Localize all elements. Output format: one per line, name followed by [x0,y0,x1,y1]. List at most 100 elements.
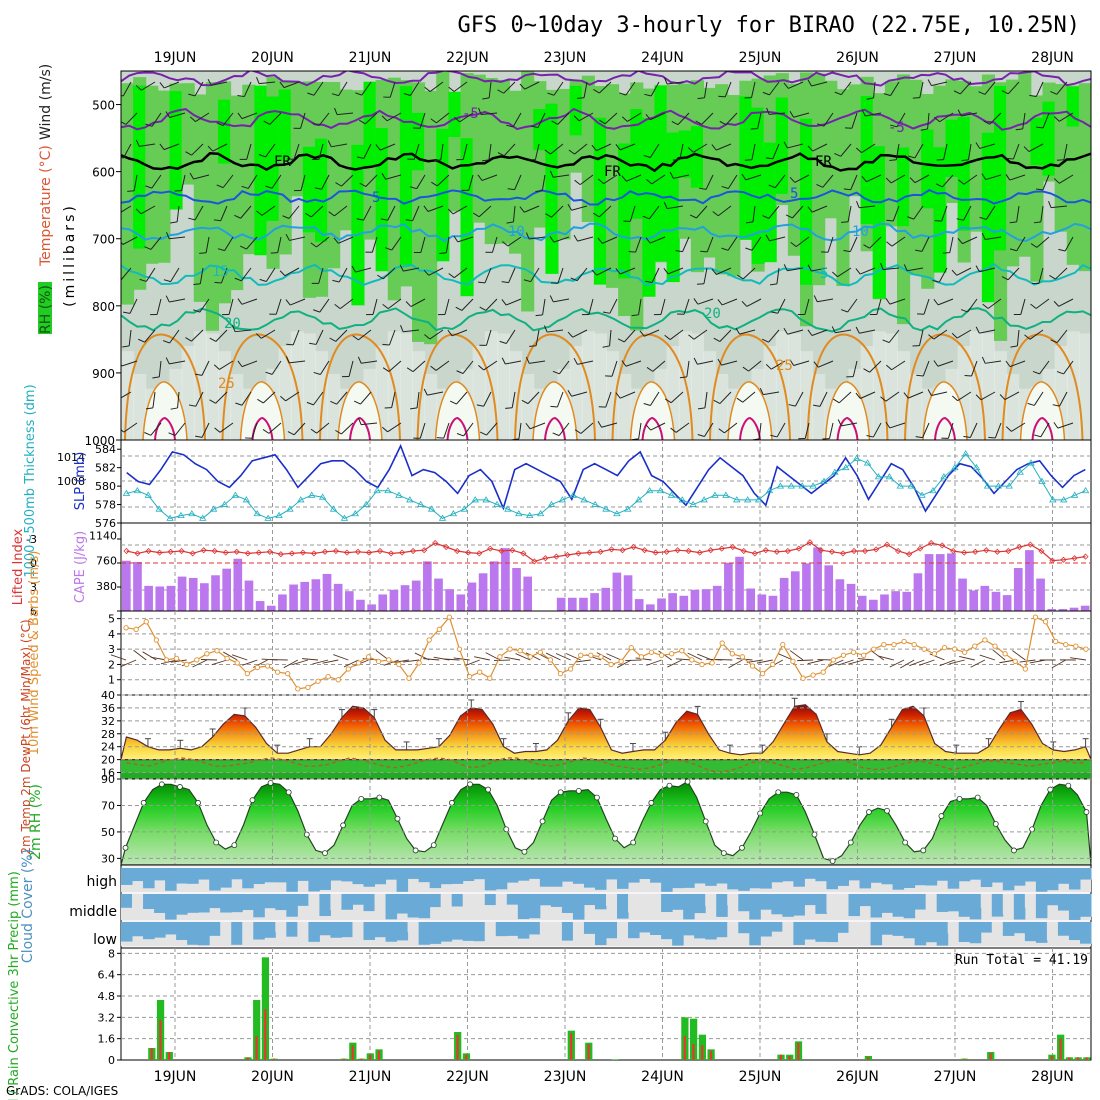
cloud-block [1046,868,1059,891]
slp-line [126,443,1086,513]
cloud-block [1057,868,1070,884]
wind-barb [939,112,954,123]
precip-tick: 3.2 [98,1011,116,1024]
wind-barb-flag [964,375,972,377]
wind-barb-flag [981,232,986,240]
wind10-point [244,670,250,677]
li-point [950,547,957,555]
wind-barb-flag [333,237,339,244]
wind-barb-flag [880,396,887,402]
wind-barb [962,236,978,245]
wind-barb [416,391,420,408]
wind10-barb [728,659,743,669]
wind-barb [865,112,882,117]
wind-barb [391,391,396,408]
wind-barb [318,112,330,126]
contour-30 [251,416,274,440]
wind-barb-flag [214,281,222,284]
cloud-row-label: low [93,932,117,948]
wind-barb [649,391,660,406]
wind-barb-flag [545,213,552,218]
wind10-point [1022,666,1028,672]
cloud-block [253,894,265,918]
contour-label: 5 [790,186,798,202]
wind10-point [466,674,473,680]
wind-barb-flag [920,128,928,131]
cloud-block [1079,922,1092,944]
cloud-block [583,894,596,906]
wind-barb [603,174,618,185]
date-label-bottom-21JUN: 21JUN [349,1069,392,1085]
thickness-point [1005,482,1013,489]
cape-bar [211,575,220,611]
rh-column [897,147,911,227]
cloud-block [925,894,938,919]
wind10-barb [474,656,490,661]
wind-barb [838,391,852,404]
wind-barb-flag [785,214,793,219]
wind10-barb [838,659,854,666]
li-point [1038,547,1045,555]
wind-barb [751,81,756,98]
li-point [1005,547,1012,555]
cape-bar [1069,607,1079,611]
precip-panel: 01.63.24.86.48 Run Total = 41.19 Total /… [7,871,1092,1100]
wind-barb-flag [591,144,597,151]
wind-barb [937,360,954,367]
thickness-point [438,514,447,521]
wind-barb [804,298,810,315]
wind-barb-flag [807,329,813,336]
wind-barb-flag [552,432,560,437]
wind-barb-flag [331,93,339,97]
wind-barb [177,391,180,408]
wind10-point [739,654,746,660]
cloud-block [528,894,541,919]
wind-barb-flag [478,365,485,371]
cloud-block [561,868,574,882]
cloud-block [363,868,376,887]
wind-barb-flag [927,79,932,86]
wind-barb-flag [502,241,509,247]
wind-barb-flag [207,145,214,152]
wind-barb [514,174,522,190]
thickness-point [242,496,251,503]
li-point [476,550,483,557]
cloud-block [187,922,199,945]
li-point [255,549,262,556]
wind-barb-flag [567,389,573,397]
thickness-point [961,450,970,457]
cape-bar [155,586,165,611]
wind-barb [860,267,876,275]
precip-convective-bar [963,1058,966,1060]
wind-barb [240,205,252,219]
cross-label-temperature: Temperature (°C) [38,145,54,267]
wind10-barb [658,650,672,661]
wind-barb [609,298,618,314]
pressure-tick: 900 [92,367,115,381]
rh-column [690,126,704,188]
li-tick: -3 [26,533,37,546]
wind-barb [355,267,372,273]
wind-barb [550,143,564,155]
wind-barb [246,236,258,250]
wind10-barb [170,659,187,663]
cloud-block [914,922,927,946]
wind10-point [689,657,695,663]
wind-barb-flag [1053,178,1060,184]
rh-column [363,81,377,167]
wind-barb [571,391,588,397]
rh2m-point [575,788,582,794]
cloud-block [650,868,662,883]
wind-barb [462,360,474,374]
li-point [520,550,527,557]
wind10-barb [889,659,905,668]
cape-bar [857,595,867,611]
thickness-point [155,505,163,512]
cloud-block [771,894,783,915]
wind-barb [337,112,354,116]
wind-barb [156,298,162,315]
cloud-block [903,922,916,939]
wind-barb-flag [817,123,825,127]
rh-column [521,71,535,312]
cloud-block [440,922,453,942]
